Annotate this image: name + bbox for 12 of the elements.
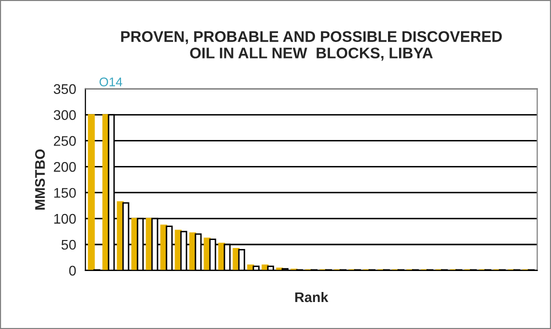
x-axis-title: Rank bbox=[295, 292, 328, 302]
y-tick-label: 350 bbox=[54, 84, 76, 94]
text: O14 bbox=[100, 78, 122, 86]
y-tick-label: 150 bbox=[54, 188, 76, 198]
y-tick-label: 200 bbox=[54, 162, 76, 172]
y-axis-title: MMSTBO bbox=[35, 149, 45, 210]
y-tick-label: 100 bbox=[54, 214, 76, 224]
y-tick-label: 250 bbox=[54, 136, 76, 146]
y-tick-label: 300 bbox=[54, 110, 76, 120]
chart-title: PROVEN, PROBABLE AND POSSIBLE DISCOVERED OIL IN ALL NEW BLOCKS, LIBYA bbox=[121, 31, 502, 61]
y-tick-label: 0 bbox=[69, 266, 76, 276]
y-tick-label: 50 bbox=[61, 240, 76, 250]
